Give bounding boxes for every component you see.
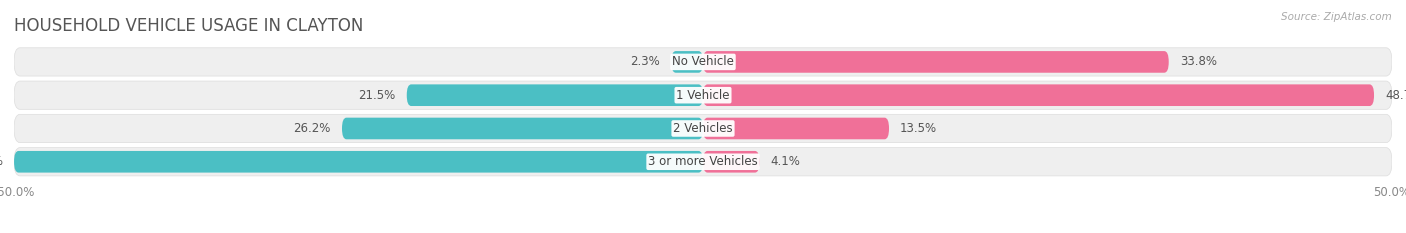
FancyBboxPatch shape (14, 114, 1392, 143)
Text: Source: ZipAtlas.com: Source: ZipAtlas.com (1281, 12, 1392, 22)
FancyBboxPatch shape (671, 51, 703, 73)
Text: 33.8%: 33.8% (1180, 55, 1216, 69)
Text: 2.3%: 2.3% (630, 55, 661, 69)
Text: 21.5%: 21.5% (359, 89, 395, 102)
Text: 2 Vehicles: 2 Vehicles (673, 122, 733, 135)
FancyBboxPatch shape (703, 151, 759, 173)
Text: 3 or more Vehicles: 3 or more Vehicles (648, 155, 758, 168)
Text: 1 Vehicle: 1 Vehicle (676, 89, 730, 102)
Text: 50.0%: 50.0% (0, 155, 3, 168)
FancyBboxPatch shape (703, 118, 889, 139)
FancyBboxPatch shape (703, 51, 1168, 73)
FancyBboxPatch shape (703, 84, 1374, 106)
Text: 13.5%: 13.5% (900, 122, 938, 135)
Text: 4.1%: 4.1% (770, 155, 800, 168)
Text: 26.2%: 26.2% (294, 122, 330, 135)
FancyBboxPatch shape (14, 151, 703, 173)
FancyBboxPatch shape (14, 148, 1392, 176)
Text: 48.7%: 48.7% (1385, 89, 1406, 102)
FancyBboxPatch shape (342, 118, 703, 139)
FancyBboxPatch shape (406, 84, 703, 106)
FancyBboxPatch shape (14, 48, 1392, 76)
Text: No Vehicle: No Vehicle (672, 55, 734, 69)
FancyBboxPatch shape (14, 81, 1392, 109)
Text: HOUSEHOLD VEHICLE USAGE IN CLAYTON: HOUSEHOLD VEHICLE USAGE IN CLAYTON (14, 17, 363, 35)
